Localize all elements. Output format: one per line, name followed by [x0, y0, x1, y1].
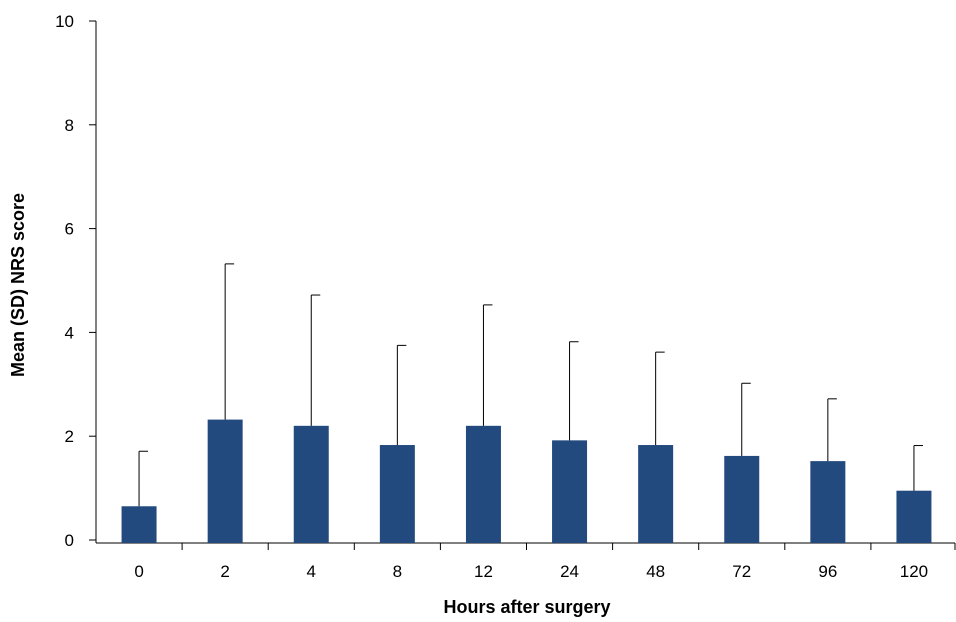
bar	[207, 419, 243, 543]
x-tick-label: 24	[560, 562, 579, 581]
x-tick-label: 12	[474, 562, 493, 581]
bar	[293, 425, 329, 543]
y-tick-label: 0	[65, 531, 74, 550]
x-tick-label: 96	[818, 562, 837, 581]
bar	[724, 455, 760, 543]
x-tick-label: 48	[646, 562, 665, 581]
y-tick-label: 2	[65, 427, 74, 446]
y-tick-label: 10	[55, 12, 74, 31]
error-bars	[138, 263, 923, 507]
y-tick-label: 4	[65, 323, 74, 342]
x-tick-label: 4	[307, 562, 316, 581]
bar	[379, 445, 415, 543]
x-tick-label: 72	[732, 562, 751, 581]
y-tick-label: 6	[65, 220, 74, 239]
bar	[810, 461, 846, 543]
bar	[896, 490, 932, 543]
x-tick-label: 8	[393, 562, 402, 581]
x-tick-label: 2	[220, 562, 229, 581]
bar	[638, 445, 674, 543]
y-axis: 0 2 4 6 8 10	[55, 12, 97, 550]
y-axis-title: Mean (SD) NRS score	[8, 193, 28, 377]
x-tick-label: 0	[134, 562, 143, 581]
bar	[552, 440, 588, 543]
bar	[121, 506, 157, 543]
x-axis: 0 2 4 8 12 24 48 72 96 120	[96, 542, 956, 581]
y-tick-label: 8	[65, 116, 74, 135]
bar	[465, 425, 501, 543]
bars	[121, 419, 932, 543]
x-tick-label: 120	[900, 562, 928, 581]
x-axis-title: Hours after surgery	[443, 597, 610, 617]
